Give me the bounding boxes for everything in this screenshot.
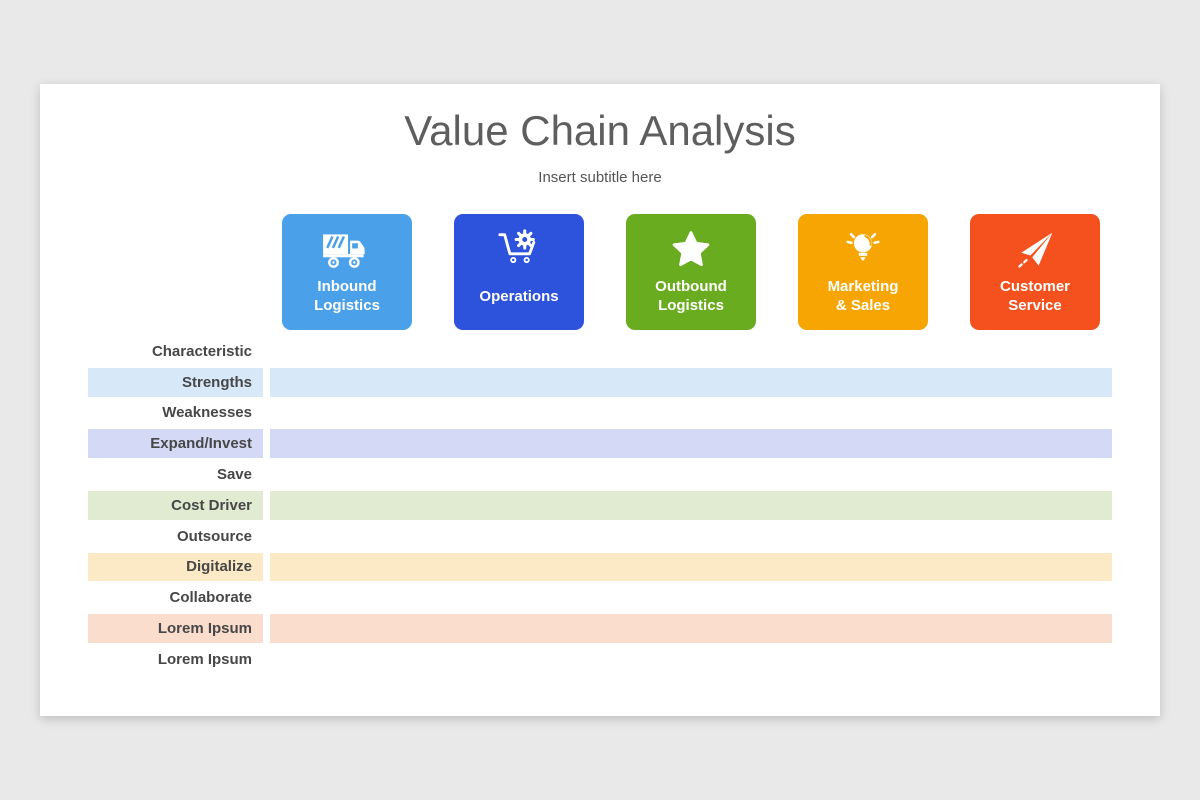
paper-plane-icon <box>1011 228 1059 272</box>
row-label: Weaknesses <box>162 404 252 422</box>
row-content <box>270 399 1112 428</box>
stage-box-inbound-logistics: Inbound Logistics <box>282 214 412 330</box>
stage-label: Marketing & Sales <box>827 278 899 314</box>
stage-box-outbound-logistics: Outbound Logistics <box>626 214 756 330</box>
row-content <box>270 614 1112 643</box>
value-chain-stages: Inbound Logistics Operations <box>282 214 1100 330</box>
matrix-row-lorem-ipsum-1: Lorem Ipsum <box>88 613 1112 644</box>
row-content <box>270 429 1112 459</box>
row-label: Outsource <box>176 527 252 545</box>
stage-box-customer-service: Customer Service <box>970 214 1100 330</box>
row-content <box>270 522 1112 551</box>
page-title: Value Chain Analysis <box>404 107 796 154</box>
delivery-truck-icon <box>320 228 374 272</box>
matrix-row-weaknesses: Weaknesses <box>88 398 1112 429</box>
row-label: Expand/Invest <box>88 429 263 459</box>
row-content <box>270 645 1112 674</box>
row-label: Lorem Ipsum <box>157 650 252 668</box>
matrix-row-cost-driver: Cost Driver <box>88 490 1112 521</box>
row-content <box>270 583 1112 612</box>
stage-label: Inbound Logistics <box>314 278 380 314</box>
row-content <box>270 367 1112 397</box>
row-content <box>270 552 1112 582</box>
lightbulb-icon <box>839 228 887 272</box>
matrix-row-outsource: Outsource <box>88 521 1112 552</box>
matrix-row-collaborate: Collaborate <box>88 582 1112 613</box>
row-label: Collaborate <box>169 589 252 607</box>
stage-label: Outbound Logistics <box>655 278 727 314</box>
row-label: Digitalize <box>88 552 263 582</box>
slide-card: Value Chain Analysis Insert subtitle her… <box>40 84 1160 716</box>
value-chain-matrix: Characteristic Strengths Weaknesses Expa… <box>88 336 1112 675</box>
stage-box-marketing-sales: Marketing & Sales <box>798 214 928 330</box>
matrix-row-expand-invest: Expand/Invest <box>88 428 1112 459</box>
stage-label: Customer Service <box>999 278 1070 314</box>
matrix-row-digitalize: Digitalize <box>88 552 1112 583</box>
row-label: Cost Driver <box>88 490 263 520</box>
star-icon <box>668 228 714 272</box>
row-label: Characteristic <box>151 342 252 360</box>
row-content <box>270 460 1112 489</box>
row-label: Lorem Ipsum <box>88 614 263 643</box>
matrix-row-strengths: Strengths <box>88 367 1112 398</box>
page-subtitle: Insert subtitle here <box>538 169 662 186</box>
cart-gear-icon <box>494 228 544 272</box>
matrix-row-characteristic: Characteristic <box>88 336 1112 367</box>
row-label: Strengths <box>88 367 263 397</box>
matrix-row-lorem-ipsum-2: Lorem Ipsum <box>88 644 1112 675</box>
row-label: Save <box>216 466 252 484</box>
stage-label: Operations <box>479 287 559 305</box>
stage-box-operations: Operations <box>454 214 584 330</box>
row-content <box>270 337 1112 366</box>
row-content <box>270 490 1112 520</box>
matrix-row-save: Save <box>88 459 1112 490</box>
